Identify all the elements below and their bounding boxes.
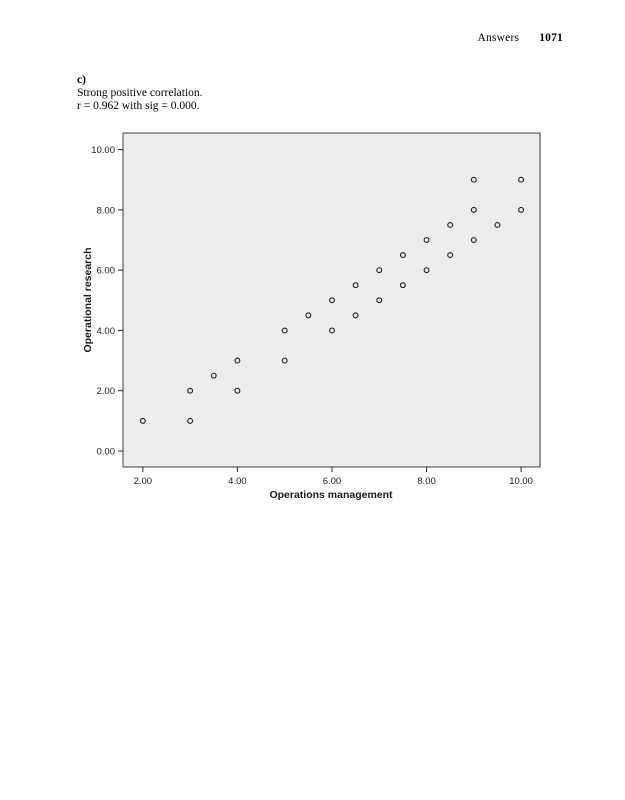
page-header: Answers 1071 (478, 32, 563, 44)
data-point (423, 237, 430, 243)
data-point (518, 206, 525, 213)
y-tick-label: 4.00 (97, 326, 116, 337)
data-point (352, 282, 359, 289)
page-number: 1071 (539, 32, 563, 44)
chart-canvas: 0.00 2.00 4.00 6.00 8.00 10.00 2.00 4.00 6.00 8.0… (91, 132, 541, 487)
plot-area (122, 132, 541, 468)
x-tick-label: 4.00 (228, 476, 247, 487)
data-point (281, 357, 288, 364)
data-point (423, 267, 430, 274)
x-tick-label: 2.00 (134, 476, 153, 487)
data-point (399, 252, 406, 259)
data-point (210, 372, 217, 379)
answer-item-label: c) (77, 74, 86, 86)
data-point (399, 282, 406, 289)
data-point (187, 417, 194, 424)
running-head: Answers (477, 32, 520, 44)
x-tick-label: 8.00 (417, 476, 436, 487)
answer-text-line: r = 0.962 with sig = 0.000. (77, 100, 200, 112)
data-point (470, 206, 477, 213)
data-point (305, 312, 312, 319)
data-point (376, 297, 383, 304)
data-point (187, 387, 194, 394)
data-point (234, 387, 241, 394)
answer-block: c) Strong positive correlation. r = 0.96… (77, 74, 203, 113)
x-tick-label: 6.00 (323, 476, 342, 487)
y-tick-label: 2.00 (97, 386, 116, 397)
data-point (518, 176, 525, 183)
data-point (329, 297, 335, 304)
data-point (281, 327, 288, 334)
y-tick-label: 10.00 (91, 145, 115, 156)
data-point (352, 312, 359, 319)
scatter-chart: 0.00 2.00 4.00 6.00 8.00 10.00 2.00 4.00 6.00 8.0… (0, 128, 625, 508)
data-point (470, 176, 477, 183)
y-axis-title: Operational research (82, 247, 94, 353)
y-tick-label: 0.00 (97, 447, 116, 458)
data-point (329, 327, 335, 334)
data-point (376, 267, 383, 274)
data-point (139, 417, 146, 424)
data-point (234, 357, 241, 364)
y-tick-label: 6.00 (97, 266, 116, 277)
y-tick-label: 8.00 (97, 205, 116, 216)
data-point (470, 237, 477, 243)
data-point (494, 221, 501, 228)
answer-text-line: Strong positive correlation. (77, 87, 203, 99)
data-point (447, 221, 454, 228)
data-point (447, 252, 454, 259)
x-tick-label: 10.00 (509, 476, 533, 487)
x-axis-title: Operations management (269, 489, 393, 501)
